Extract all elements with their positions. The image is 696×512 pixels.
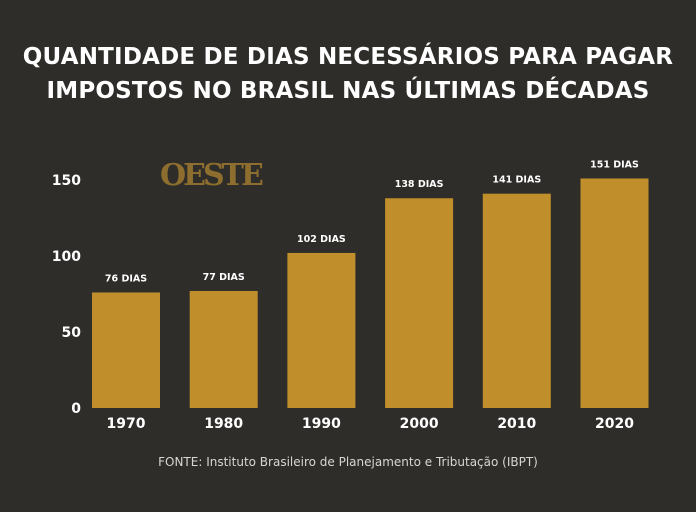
data-label: 102 DIAS: [297, 234, 346, 245]
y-tick-label: 50: [62, 325, 82, 341]
title-line-1: QUANTIDADE DE DIAS NECESSÁRIOS PARA PAGA…: [22, 44, 674, 70]
bar-2010: [482, 193, 551, 408]
bar-2020: [580, 178, 649, 408]
x-tick-label: 2000: [400, 416, 439, 432]
data-label: 141 DIAS: [492, 175, 541, 186]
x-tick-label: 2020: [595, 416, 634, 432]
bar-1980: [189, 290, 258, 408]
oeste-logo: OESTE: [160, 158, 264, 193]
bar-1970: [92, 292, 160, 408]
y-tick-label: 150: [52, 173, 81, 189]
y-tick-label: 0: [71, 401, 81, 417]
data-label: 138 DIAS: [395, 179, 444, 190]
y-tick-label: 100: [52, 249, 81, 265]
bar-1990: [287, 252, 356, 408]
x-tick-label: 2010: [497, 416, 536, 432]
x-tick-label: 1980: [204, 416, 243, 432]
source-note: FONTE: Instituto Brasileiro de Planejame…: [158, 455, 538, 469]
data-label: 76 DIAS: [105, 273, 147, 284]
x-tick-label: 1970: [107, 416, 146, 432]
data-label: 151 DIAS: [590, 159, 639, 170]
data-label: 77 DIAS: [203, 272, 245, 283]
x-tick-label: 1990: [302, 416, 341, 432]
bar-2000: [385, 198, 454, 408]
title-line-2: IMPOSTOS NO BRASIL NAS ÚLTIMAS DÉCADAS: [46, 78, 650, 104]
chart-title: QUANTIDADE DE DIAS NECESSÁRIOS PARA PAGA…: [0, 40, 696, 108]
